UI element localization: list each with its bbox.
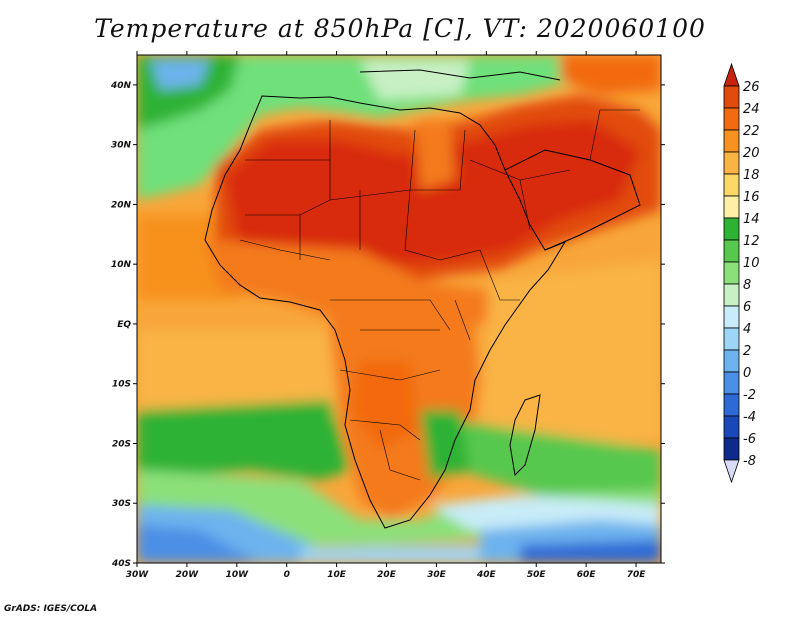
lat-label: 20N bbox=[111, 200, 132, 210]
colorbar-swatch bbox=[723, 107, 740, 131]
colorbar-swatch bbox=[723, 349, 740, 373]
colorbar-label: -2 bbox=[743, 388, 756, 403]
lon-label: 30W bbox=[126, 570, 150, 580]
coastlines bbox=[204, 69, 641, 529]
lon-label: 20W bbox=[176, 570, 200, 580]
colorbar-label: 16 bbox=[743, 190, 760, 205]
country-borders bbox=[239, 109, 640, 481]
map-title: Temperature at 850hPa [C], VT: 202006010… bbox=[94, 14, 706, 43]
lon-label: 10W bbox=[226, 570, 250, 580]
lon-label: 0 bbox=[284, 570, 290, 580]
colorbar-bottom-arrow bbox=[723, 459, 740, 484]
colorbar-swatch bbox=[723, 151, 740, 175]
colorbar-label: 2 bbox=[743, 344, 751, 359]
lat-label: 30N bbox=[111, 141, 132, 151]
colorbar-label: -8 bbox=[743, 454, 756, 469]
colorbar-swatch bbox=[723, 283, 740, 307]
colorbar-label: 0 bbox=[743, 366, 751, 381]
lon-label: 30E bbox=[427, 570, 447, 580]
colorbar-swatch bbox=[723, 305, 740, 329]
lon-label: 20E bbox=[377, 570, 397, 580]
lat-label: 40S bbox=[111, 559, 131, 569]
longitude-axis: 30W 20W 10W 0 10E 20E 30E 40E 50E 60E 70E bbox=[126, 51, 646, 580]
colorbar-label: 10 bbox=[743, 256, 760, 271]
temperature-field bbox=[137, 55, 661, 563]
colorbar-label: 18 bbox=[743, 168, 760, 183]
colorbar-top-arrow bbox=[723, 62, 740, 87]
colorbar-swatch bbox=[723, 195, 740, 219]
colorbar-swatch bbox=[723, 173, 740, 197]
lon-label: 50E bbox=[527, 570, 547, 580]
lon-label: 40E bbox=[476, 570, 497, 580]
colorbar-label: 24 bbox=[743, 102, 760, 117]
colorbar-swatch bbox=[723, 85, 740, 109]
colorbar-swatch bbox=[723, 129, 740, 153]
plot-frame bbox=[136, 54, 662, 564]
colorbar-swatch bbox=[723, 239, 740, 263]
colorbar-label: 4 bbox=[743, 322, 751, 337]
lat-label: 40N bbox=[110, 81, 132, 91]
lat-label: 10S bbox=[112, 380, 131, 390]
colorbar-label: 14 bbox=[743, 212, 760, 227]
colorbar-label: 26 bbox=[743, 80, 760, 95]
lat-label: EQ bbox=[117, 320, 131, 330]
colorbar-swatch bbox=[723, 393, 740, 417]
lat-label: 30S bbox=[112, 499, 131, 509]
colorbar-swatch bbox=[723, 437, 740, 461]
lon-label: 60E bbox=[577, 570, 597, 580]
colorbar-label: 22 bbox=[743, 124, 760, 139]
colorbar-swatch bbox=[723, 327, 740, 351]
lat-label: 10N bbox=[111, 260, 132, 270]
lon-label: 10E bbox=[327, 570, 347, 580]
colorbar-label: 12 bbox=[743, 234, 760, 249]
colorbar-label: 6 bbox=[743, 300, 751, 315]
colorbar-swatch bbox=[723, 217, 740, 241]
latitude-axis: 40N 30N 20N 10N EQ 10S 20S 30S 40S bbox=[110, 81, 665, 569]
colorbar-label: 20 bbox=[743, 146, 760, 161]
colorbar-swatch bbox=[723, 371, 740, 395]
credit-label: GrADS: IGES/COLA bbox=[4, 604, 98, 614]
colorbar-label: 8 bbox=[743, 278, 751, 293]
colorbar-swatch bbox=[723, 261, 740, 285]
colorbar-label: -4 bbox=[743, 410, 756, 425]
colorbar-swatch bbox=[723, 415, 740, 439]
lat-label: 20S bbox=[112, 439, 131, 449]
lon-label: 70E bbox=[627, 570, 647, 580]
colorbar-label: -6 bbox=[743, 432, 756, 447]
